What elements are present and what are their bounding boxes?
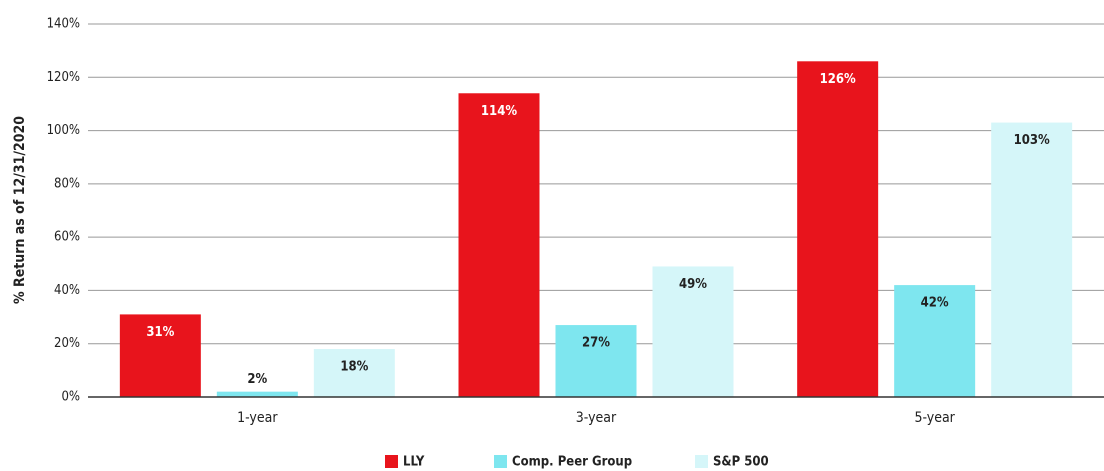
y-axis-title: % Return as of 12/31/2020 [12, 116, 28, 304]
bar [894, 285, 976, 397]
data-label: 2% [247, 372, 267, 387]
data-label: 114% [481, 104, 517, 119]
y-tick-label: 40% [54, 283, 80, 298]
y-tick-label: 120% [47, 70, 80, 85]
bar [458, 93, 540, 398]
data-label: 18% [340, 360, 368, 375]
legend-label: Comp. Peer Group [512, 455, 632, 470]
bar [652, 266, 734, 397]
legend-swatch [385, 455, 398, 468]
y-tick-label: 80% [54, 176, 80, 191]
legend-swatch [494, 455, 507, 468]
legend-label: S&P 500 [713, 455, 769, 470]
data-label: 49% [679, 277, 707, 292]
bar [119, 314, 201, 397]
x-tick-label: 5-year [914, 410, 955, 426]
data-label: 27% [582, 336, 610, 351]
bar [991, 122, 1073, 397]
data-label: 103% [1014, 133, 1050, 148]
y-tick-label: 0% [61, 390, 80, 405]
x-tick-label: 3-year [576, 410, 617, 426]
data-label: 31% [146, 325, 174, 340]
y-tick-label: 20% [54, 336, 80, 351]
legend-swatch [695, 455, 708, 468]
data-label: 126% [820, 72, 856, 87]
y-tick-label: 100% [47, 123, 80, 138]
y-tick-label: 60% [54, 230, 80, 245]
bar [797, 61, 879, 398]
bar [555, 325, 637, 397]
bar [313, 349, 395, 397]
data-label: 42% [921, 296, 949, 311]
y-tick-label: 140% [47, 17, 80, 32]
legend-label: LLY [403, 455, 425, 470]
bar [216, 391, 298, 397]
x-tick-label: 1-year [237, 410, 278, 426]
